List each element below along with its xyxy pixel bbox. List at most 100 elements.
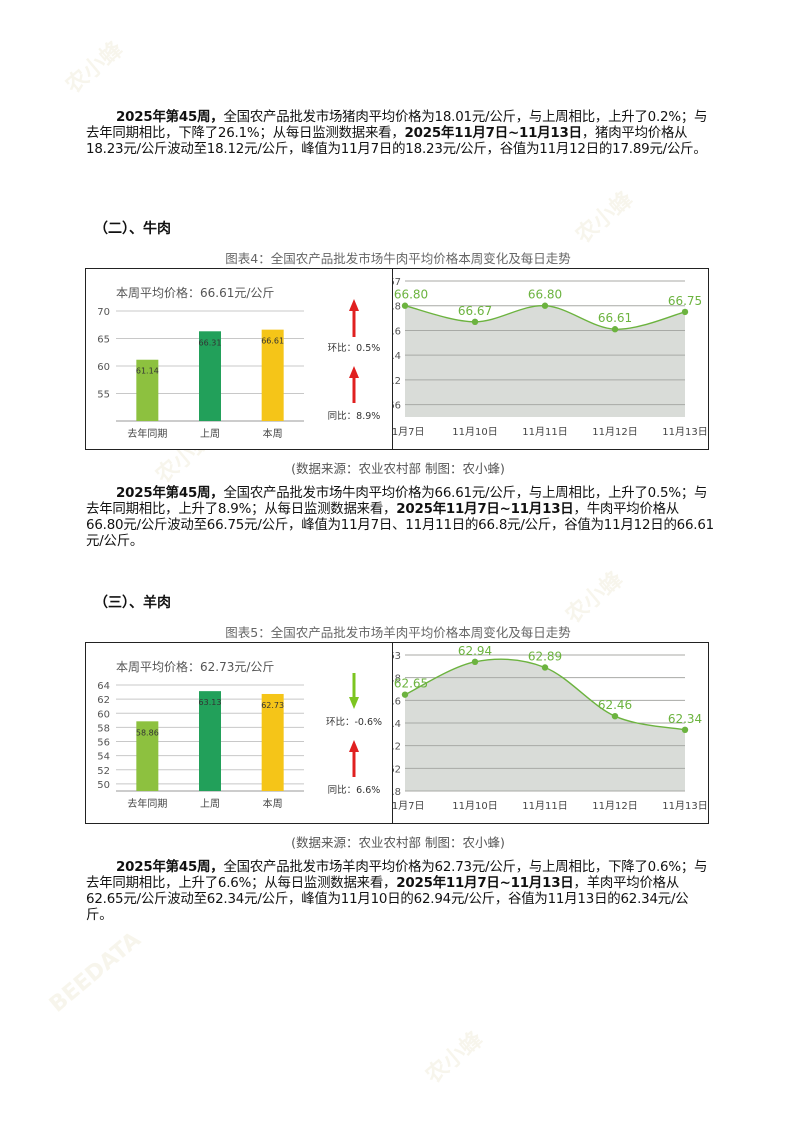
- x-tick-label: 11月13日: [662, 800, 707, 812]
- data-point: [611, 326, 619, 333]
- y-tick-label: 56: [97, 738, 110, 749]
- data-point: [611, 713, 619, 720]
- data-label: 66.80: [394, 288, 428, 302]
- x-tick-label: 11月12日: [592, 800, 637, 812]
- x-tick-label: 11月12日: [592, 426, 637, 438]
- bar-value-label: 63.13: [199, 698, 222, 707]
- beef-daily-panel: 6666.266.466.666.86766.8011月7日66.6711月10…: [379, 269, 709, 449]
- mutton-figure-source: (数据来源：农业农村部 制图：农小蜂): [291, 835, 505, 850]
- bar-value-label: 58.86: [136, 728, 159, 737]
- y-tick-label: 66.2: [393, 376, 401, 387]
- pork-week-bold: 2025年第45周，: [116, 110, 224, 125]
- pork-paragraph: 2025年第45周，全国农产品批发市场猪肉平均价格为18.01元/公斤，与上周相…: [86, 110, 714, 158]
- x-tick-label: 11月13日: [662, 426, 707, 438]
- watermark: 农小蜂: [61, 37, 128, 99]
- beef-daily-line-chart: 6666.266.466.666.86766.8011月7日66.6711月10…: [379, 277, 708, 438]
- bar: [261, 693, 284, 791]
- data-label: 66.61: [598, 311, 632, 325]
- beef-range-bold: 2025年11月7日~11月13日: [396, 502, 574, 517]
- data-point: [471, 658, 479, 665]
- beef-weekly-panel: 本周平均价格：66.61元/公斤 55 60 65 70 61.14 去年同期 66.31 上周…: [86, 269, 392, 449]
- y-tick-label: 60: [97, 709, 110, 720]
- mutton-daily-line-chart: 61.86262.262.462.662.86362.6511月7日62.941…: [379, 644, 708, 812]
- y-tick-label: 65: [97, 335, 110, 346]
- mutton-weekly-panel: 本周平均价格：62.73元/公斤 50 52 54 56 58 60 62 64 58.86 去年同…: [86, 643, 392, 823]
- mutton-figure-caption: 图表5：全国农产品批发市场羊肉平均价格本周变化及每日走势: [225, 625, 571, 640]
- watermark: 农小蜂: [561, 567, 628, 629]
- y-tick-label: 66.8: [393, 302, 401, 313]
- bar: [199, 691, 221, 791]
- x-tick-label: 11月10日: [452, 800, 497, 812]
- y-tick-label: 67: [393, 277, 401, 288]
- bar-value-label: 66.31: [199, 338, 222, 347]
- yoy-change-label: 同比：6.6%: [328, 784, 381, 796]
- y-tick-label: 62: [393, 764, 401, 775]
- pork-text-2: ，猪肉平均价格从18.23元/公斤波动至18.12元/公斤，峰值为11月7日的1…: [86, 126, 707, 157]
- bar-value-label: 62.73: [261, 701, 284, 710]
- y-tick-label: 61.8: [393, 787, 401, 798]
- bar: [199, 331, 221, 421]
- x-tick-label: 去年同期: [127, 427, 167, 440]
- y-tick-label: 58: [97, 723, 110, 734]
- data-label: 62.46: [598, 698, 632, 712]
- pork-range-bold: 2025年11月7日~11月13日: [404, 126, 582, 141]
- y-tick-label: 62.4: [393, 719, 401, 730]
- y-tick-label: 54: [97, 752, 110, 763]
- data-label: 66.80: [528, 288, 562, 302]
- y-tick-label: 62.2: [393, 742, 401, 753]
- bar-value-label: 66.61: [261, 337, 284, 346]
- bar: [136, 721, 159, 791]
- x-tick-label: 上周: [200, 428, 220, 440]
- x-tick-label: 11月10日: [452, 426, 497, 438]
- arrow-up-icon: [349, 366, 359, 403]
- beef-figure-caption: 图表4：全国农产品批发市场牛肉平均价格本周变化及每日走势: [225, 251, 571, 266]
- y-tick-label: 66: [393, 401, 401, 412]
- arrow-up-icon: [349, 740, 359, 777]
- data-point: [471, 318, 479, 325]
- mutton-text-2: ，羊肉平均价格从62.65元/公斤波动至62.34元/公斤，峰值为11月10日的…: [86, 876, 689, 923]
- mutton-section-title: （三）、羊肉: [94, 595, 171, 611]
- x-tick-label: 本周: [263, 427, 283, 440]
- data-point: [401, 691, 409, 698]
- bar-value-label: 61.14: [136, 367, 159, 376]
- y-tick-label: 62: [97, 695, 110, 706]
- y-tick-label: 50: [97, 780, 110, 791]
- y-tick-label: 55: [97, 390, 110, 401]
- data-label: 62.94: [458, 644, 492, 658]
- data-label: 66.75: [668, 294, 702, 308]
- weekly-price-label: 本周平均价格：62.73元/公斤: [116, 659, 274, 674]
- beef-paragraph: 2025年第45周，全国农产品批发市场牛肉平均价格为66.61元/公斤，与上周相…: [86, 486, 714, 550]
- y-tick-label: 60: [97, 362, 110, 373]
- x-tick-label: 11月11日: [522, 426, 567, 438]
- x-tick-label: 11月7日: [393, 800, 425, 812]
- area-fill: [405, 305, 685, 417]
- watermark: 农小蜂: [571, 187, 638, 249]
- bar: [136, 359, 159, 421]
- data-point: [681, 308, 689, 316]
- yoy-change-label: 同比：8.9%: [328, 410, 381, 422]
- x-tick-label: 11月11日: [522, 800, 567, 812]
- beef-figure: 本周平均价格：66.61元/公斤 55 60 65 70 61.14 去年同期 66.31 上周…: [85, 268, 709, 450]
- mom-change-label: 环比：0.5%: [328, 342, 381, 354]
- y-tick-label: 63: [393, 651, 401, 662]
- mutton-figure: 本周平均价格：62.73元/公斤 50 52 54 56 58 60 62 64 58.86 去年同…: [85, 642, 709, 824]
- data-label: 66.67: [458, 304, 492, 318]
- beef-text-2: ，牛肉平均价格从66.80元/公斤波动至66.75元/公斤，峰值为11月7日、1…: [86, 502, 714, 549]
- mutton-week-bold: 2025年第45周，: [116, 860, 224, 875]
- data-point: [401, 302, 409, 309]
- mom-change-label: 环比：-0.6%: [326, 716, 382, 728]
- beef-weekly-bar-chart: 本周平均价格：66.61元/公斤 55 60 65 70 61.14 去年同期 66.31 上周…: [97, 285, 381, 440]
- arrow-down-icon: [349, 673, 359, 709]
- x-tick-label: 上周: [200, 798, 220, 810]
- mutton-paragraph: 2025年第45周，全国农产品批发市场羊肉平均价格为62.73元/公斤，与上周相…: [86, 860, 714, 924]
- mutton-text-1: 全国农产品批发市场羊肉平均价格为62.73元/公斤，与上周相比，下降了0.6%；…: [86, 860, 708, 891]
- beef-section-title: （二）、牛肉: [94, 221, 171, 237]
- arrow-up-icon: [349, 299, 359, 337]
- y-tick-label: 62.6: [393, 696, 401, 707]
- data-label: 62.65: [394, 677, 428, 691]
- y-tick-label: 70: [97, 307, 110, 318]
- data-point: [541, 302, 549, 309]
- pork-text-1: 全国农产品批发市场猪肉平均价格为18.01元/公斤，与上周相比，上升了0.2%；…: [86, 110, 708, 141]
- data-point: [541, 664, 549, 671]
- mutton-range-bold: 2025年11月7日~11月13日: [396, 876, 574, 891]
